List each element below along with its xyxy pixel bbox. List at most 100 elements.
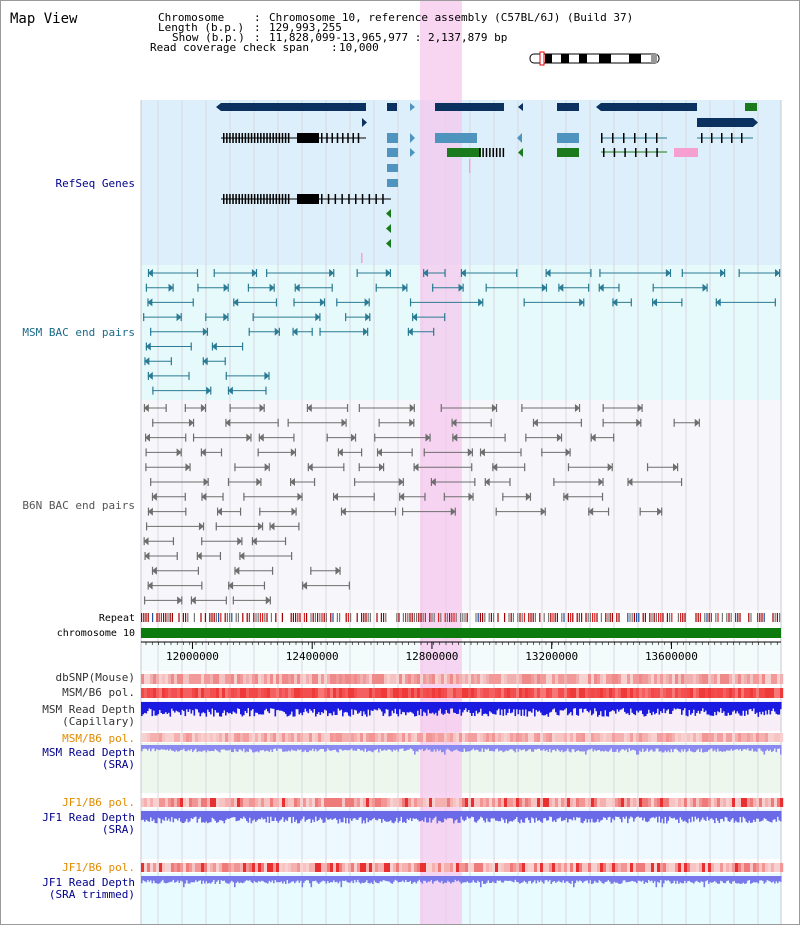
feature-depth-bar[interactable] [748, 811, 751, 821]
feature-heat-cell[interactable] [480, 863, 484, 872]
feature-heat-cell[interactable] [678, 733, 682, 742]
feature-heat-cell[interactable] [528, 733, 532, 742]
feature-depth-bar[interactable] [568, 811, 571, 820]
feature-heat-cell[interactable] [510, 674, 514, 684]
feature-depth-bar[interactable] [480, 745, 482, 752]
feature-heat-cell[interactable] [714, 863, 718, 872]
feature-depth-bar[interactable] [435, 745, 437, 752]
feature-depth-bar[interactable] [310, 745, 313, 751]
feature-depth-bar[interactable] [349, 745, 352, 750]
feature-repeat[interactable] [680, 613, 682, 622]
feature-depth-bar[interactable] [591, 745, 593, 749]
feature-depth-bar[interactable] [183, 745, 185, 749]
feature-depth-bar[interactable] [360, 876, 362, 884]
feature-depth-bar[interactable] [420, 876, 422, 882]
feature-heat-cell[interactable] [417, 688, 421, 698]
feature-depth-bar[interactable] [204, 702, 206, 714]
feature-bac-end[interactable] [277, 418, 279, 427]
feature-repeat[interactable] [242, 613, 244, 622]
feature-depth-bar[interactable] [337, 702, 340, 709]
feature-depth-bar[interactable] [289, 745, 292, 752]
feature-heat-cell[interactable] [228, 733, 232, 742]
feature-heat-cell[interactable] [384, 733, 388, 742]
feature-depth-bar[interactable] [409, 702, 412, 712]
feature-depth-bar[interactable] [583, 876, 586, 882]
feature-depth-bar[interactable] [448, 745, 451, 750]
feature-heat-cell[interactable] [573, 733, 577, 742]
feature-depth-bar[interactable] [333, 876, 335, 881]
feature-heat-cell[interactable] [477, 798, 481, 807]
feature-bac-end[interactable] [151, 566, 154, 575]
feature-heat-cell[interactable] [282, 863, 286, 872]
feature-depth-bar[interactable] [544, 702, 547, 716]
feature-depth-bar[interactable] [484, 745, 487, 749]
feature-depth-bar[interactable] [213, 876, 215, 880]
feature-bac-end[interactable] [197, 566, 199, 575]
feature-heat-cell[interactable] [534, 863, 538, 872]
feature-heat-cell[interactable] [561, 688, 565, 698]
feature-depth-bar[interactable] [274, 811, 277, 818]
feature-heat-cell[interactable] [477, 688, 481, 698]
feature-heat-cell[interactable] [339, 798, 343, 807]
feature-depth-bar[interactable] [183, 811, 185, 824]
feature-heat-cell[interactable] [708, 688, 712, 698]
feature-heat-cell[interactable] [696, 733, 700, 742]
feature-depth-bar[interactable] [181, 702, 184, 710]
feature-depth-bar[interactable] [367, 811, 370, 823]
feature-heat-cell[interactable] [369, 674, 373, 684]
feature-depth-bar[interactable] [222, 745, 224, 750]
feature-depth-bar[interactable] [532, 702, 535, 709]
feature-heat-cell[interactable] [666, 863, 670, 872]
feature-depth-bar[interactable] [331, 745, 334, 751]
feature-depth-bar[interactable] [261, 745, 263, 751]
feature-heat-cell[interactable] [309, 674, 313, 684]
refseq-track-label[interactable]: RefSeq Genes [55, 177, 135, 190]
feature-depth-bar[interactable] [342, 745, 344, 751]
feature-heat-cell[interactable] [681, 674, 685, 684]
feature-depth-bar[interactable] [771, 811, 773, 823]
feature-depth-bar[interactable] [412, 811, 415, 819]
feature-heat-cell[interactable] [303, 688, 307, 698]
feature-heat-cell[interactable] [447, 798, 451, 807]
feature-depth-bar[interactable] [316, 702, 319, 714]
feature-depth-bar[interactable] [462, 876, 464, 883]
feature-depth-bar[interactable] [597, 702, 599, 717]
feature-depth-bar[interactable] [601, 702, 604, 717]
feature-heat-cell[interactable] [438, 674, 442, 684]
feature-heat-cell[interactable] [570, 733, 574, 742]
feature-depth-bar[interactable] [618, 702, 620, 712]
feature-depth-bar[interactable] [615, 702, 617, 714]
feature-heat-cell[interactable] [684, 674, 688, 684]
feature-depth-bar[interactable] [337, 811, 340, 824]
feature-depth-bar[interactable] [166, 745, 169, 750]
feature-depth-bar[interactable] [516, 745, 518, 749]
feature-heat-cell[interactable] [390, 863, 394, 872]
feature-bac-end[interactable] [302, 581, 304, 590]
feature-depth-bar[interactable] [498, 811, 500, 822]
feature-heat-cell[interactable] [513, 798, 517, 807]
feature-heat-cell[interactable] [183, 863, 187, 872]
feature-depth-bar[interactable] [265, 702, 268, 709]
feature-heat-cell[interactable] [231, 688, 235, 698]
feature-bac-end[interactable] [640, 418, 642, 427]
feature-depth-bar[interactable] [417, 745, 419, 752]
feature-depth-bar[interactable] [388, 702, 391, 717]
feature-depth-bar[interactable] [567, 702, 569, 716]
feature-depth-bar[interactable] [322, 811, 325, 823]
feature-depth-bar[interactable] [702, 876, 704, 882]
feature-heat-cell[interactable] [648, 688, 652, 698]
feature-bac-end[interactable] [516, 269, 518, 277]
feature-exon[interactable] [260, 133, 262, 143]
feature-depth-bar[interactable] [408, 811, 410, 820]
feature-heat-cell[interactable] [618, 674, 622, 684]
feature-heat-cell[interactable] [519, 674, 523, 684]
feature-bac-end[interactable] [382, 463, 385, 472]
feature-heat-cell[interactable] [666, 688, 670, 698]
feature-arrow[interactable] [297, 492, 303, 501]
feature-depth-bar[interactable] [751, 745, 754, 749]
feature-depth-bar[interactable] [286, 745, 289, 752]
feature-depth-bar[interactable] [264, 811, 266, 819]
feature-bac-end[interactable] [184, 492, 186, 501]
feature-depth-bar[interactable] [375, 702, 377, 710]
feature-bac-end[interactable] [444, 269, 446, 277]
